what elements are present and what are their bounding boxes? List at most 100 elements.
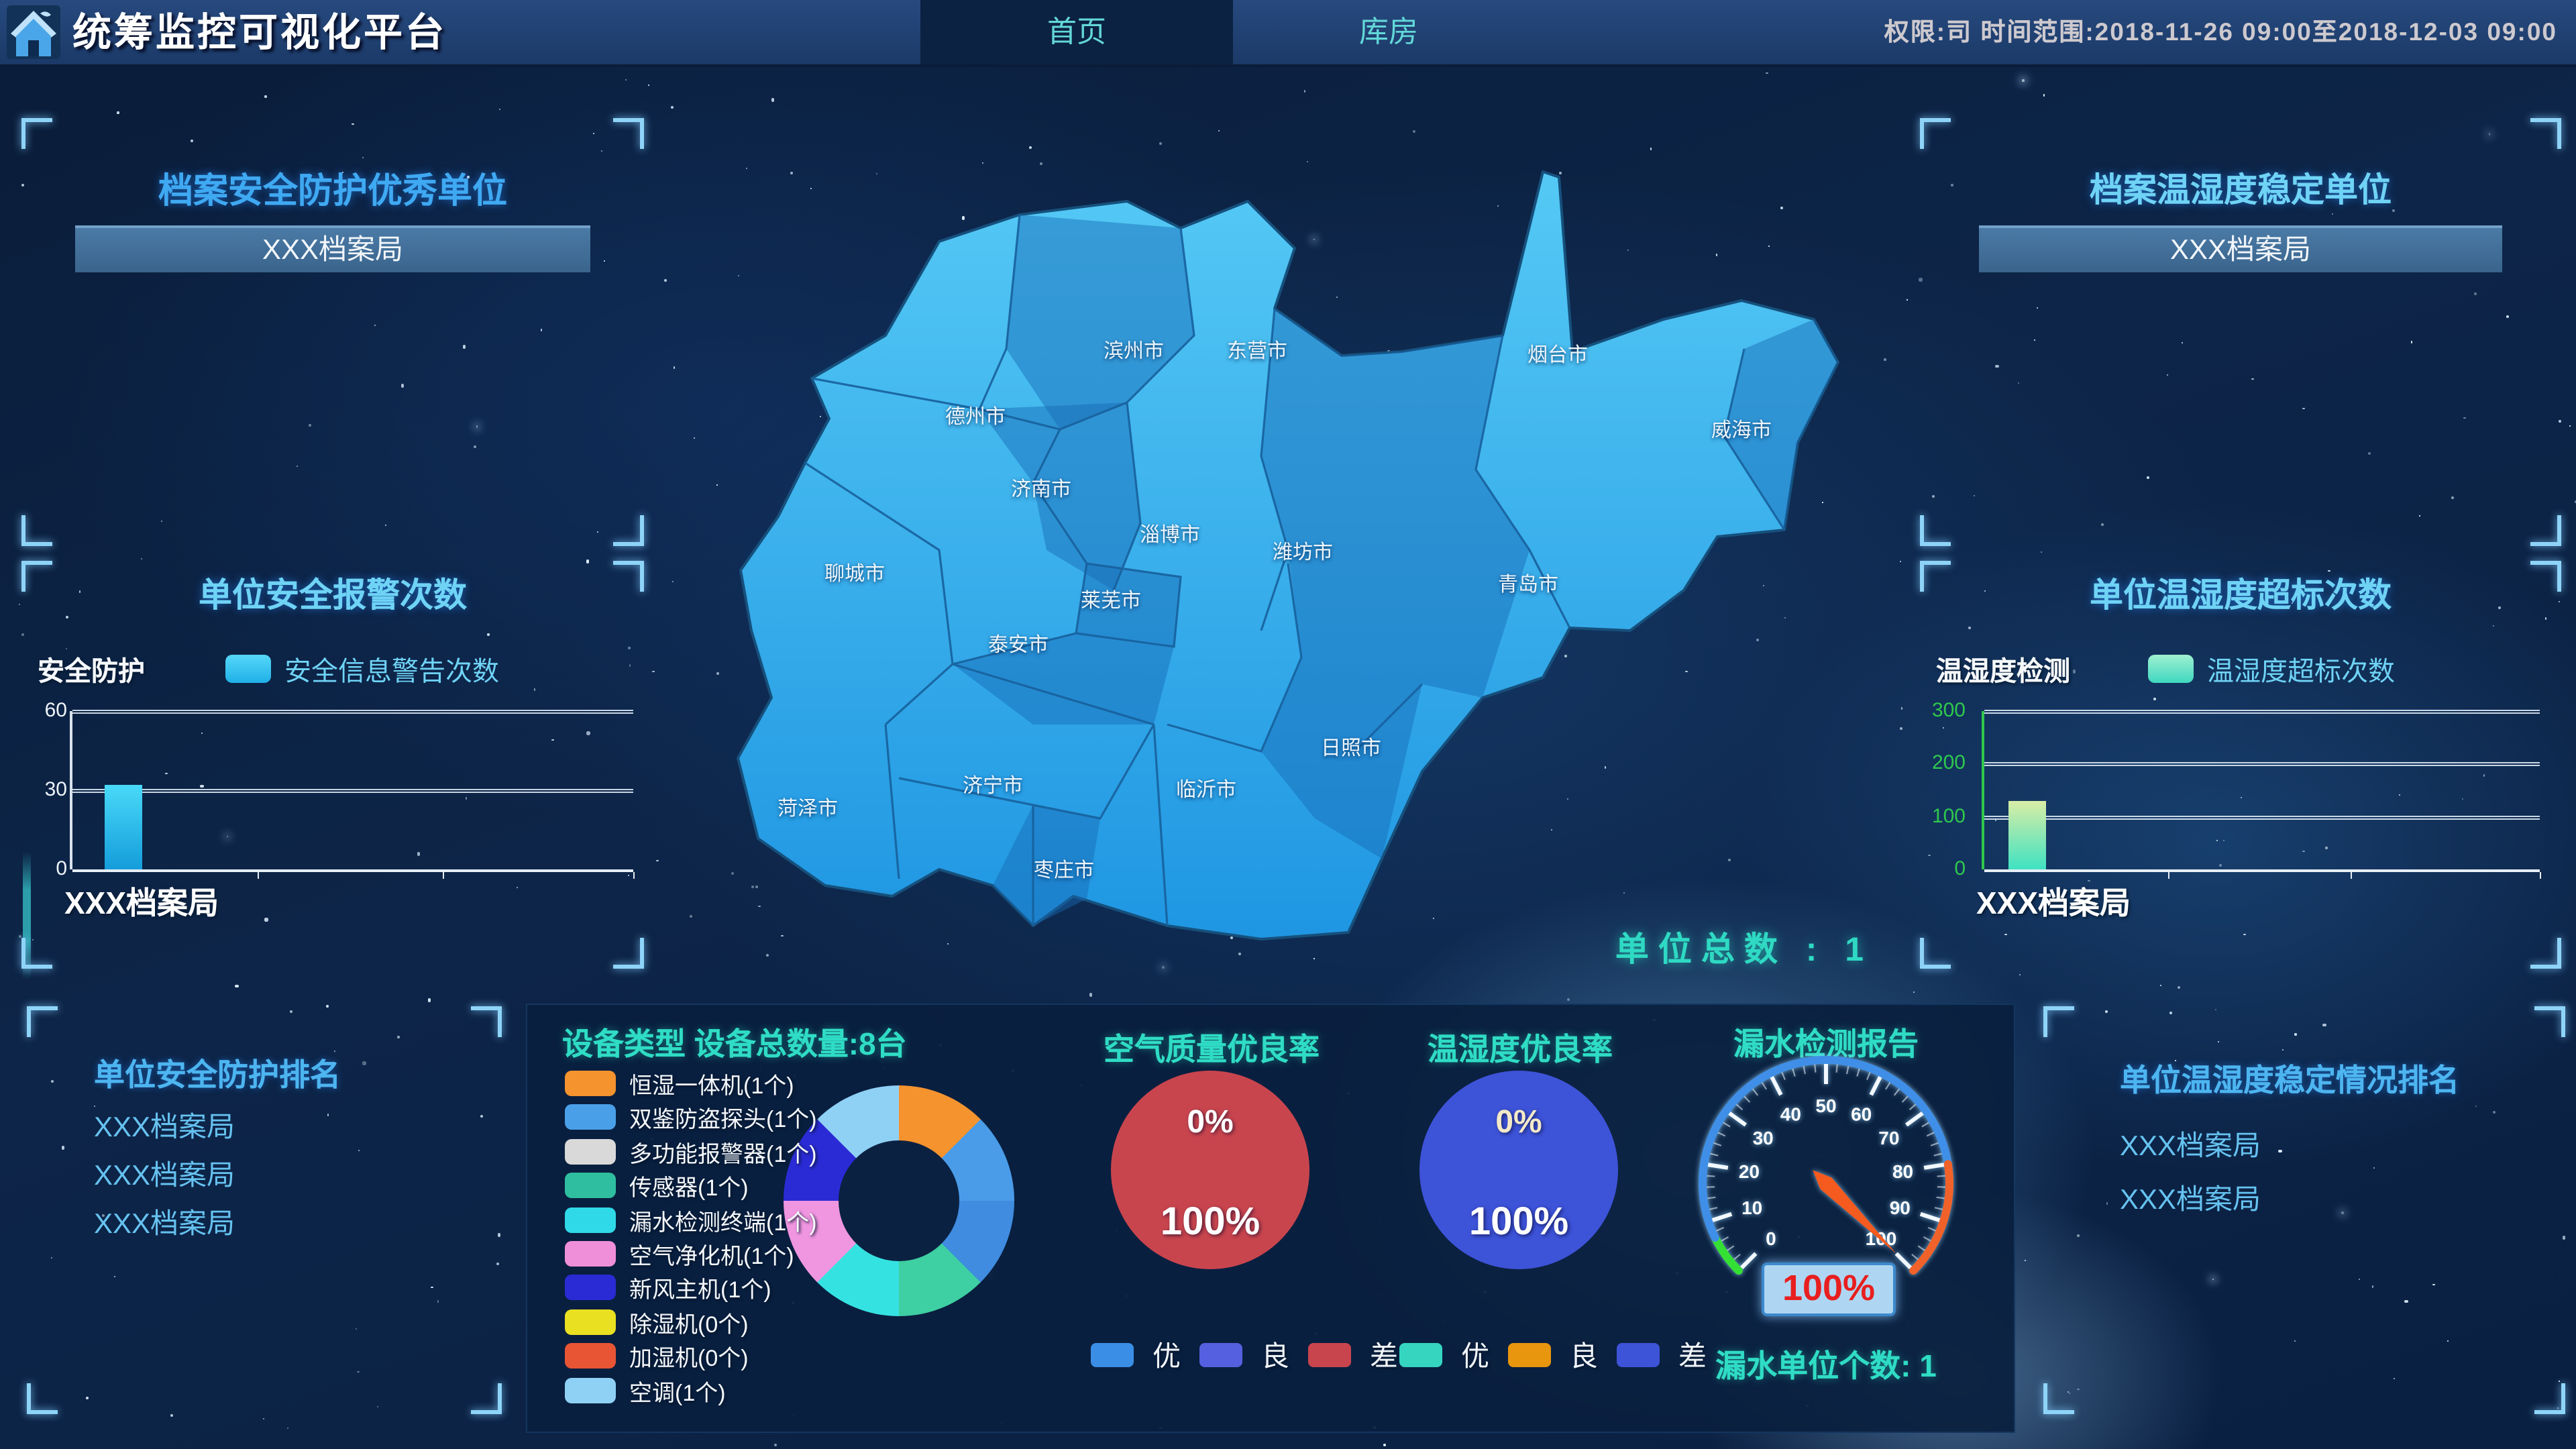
map-city-label[interactable]: 烟台市 [1527,344,1589,367]
map-city-label[interactable]: 菏泽市 [777,798,839,820]
ranking-item[interactable]: XXX档案局 [2120,1131,2261,1162]
star-dot [2153,698,2156,701]
star-dot [235,985,239,988]
star-dot [1995,364,1999,368]
map-city-label[interactable]: 东营市 [1226,340,1288,363]
pie-legend-swatch[interactable] [1199,1343,1242,1367]
star-dot [2557,1407,2559,1409]
map-city-label[interactable]: 潍坊市 [1272,541,1334,564]
star-dot [129,1071,131,1072]
chart-legend[interactable]: 安全信息警告次数 [225,649,499,688]
map-city-label[interactable]: 青岛市 [1497,574,1559,596]
temp-humidity-pie[interactable] [1419,1071,1618,1269]
pie-legend-label: 良 [1570,1342,1598,1373]
star-dot [227,836,229,838]
star-dot [2033,339,2035,340]
star-dot [2218,1040,2220,1042]
map-city-label[interactable]: 枣庄市 [1033,859,1095,882]
ranking-item[interactable]: XXX档案局 [94,1209,235,1240]
x-axis-tick [2167,872,2169,879]
device-legend-item[interactable]: 空调(1个) [565,1373,726,1407]
star-dot [981,162,983,164]
device-legend-item[interactable]: 多功能报警器(1个) [565,1135,817,1169]
map-city-label[interactable]: 滨州市 [1103,340,1165,363]
map-city-labels: 滨州市 东营市 烟台市德州市威海市济南市淄博市潍坊市聊城市 青岛市莱芜市泰安市日照市济… [724,148,1851,953]
star-dot [746,167,748,169]
star-dot [2178,986,2181,989]
map-city-label[interactable]: 济宁市 [962,775,1024,798]
star-dot [362,156,363,158]
pie-legend-swatch[interactable] [1399,1343,1442,1367]
temp-bottom-label: 100% [1468,1201,1569,1244]
device-legend-item[interactable]: 传感器(1个) [565,1169,749,1202]
pie-legend-swatch[interactable] [1617,1343,1660,1367]
map-city-label[interactable]: 日照市 [1320,737,1382,760]
star-dot [2461,798,2464,800]
gauge-minor-tick [1781,1072,1786,1081]
star-dot [1766,72,1768,74]
pie-legend-swatch[interactable] [1308,1343,1351,1367]
map-city-label[interactable]: 泰安市 [987,634,1049,657]
gauge-minor-tick [1846,1065,1849,1075]
star-dot [496,1263,500,1266]
star-dot [2493,1111,2496,1114]
star-dot [2077,1234,2080,1238]
star-dot [625,79,627,81]
device-legend-item[interactable]: 双鉴防盗探头(1个) [565,1101,817,1134]
star-dot [2019,974,2021,976]
gauge-minor-tick [1752,1088,1759,1096]
top-header: 统筹监控可视化平台 首页 库房 权限:司 时间范围:2018-11-26 09:… [0,0,2576,67]
star-dot [1029,146,1032,149]
corner-bracket [21,515,52,546]
air-quality-pie[interactable] [1111,1071,1309,1269]
device-legend-item[interactable]: 空气净化机(1个) [565,1237,794,1271]
pie-legend-swatch[interactable] [1508,1343,1551,1367]
device-legend-label: 多功能报警器(1个) [629,1141,817,1167]
map-city-label[interactable]: 淄博市 [1139,524,1201,547]
excellent-unit-item[interactable]: XXX档案局 [75,225,590,272]
pie-legend-swatch[interactable] [1091,1343,1134,1367]
legend-label: 安全信息警告次数 [284,657,499,687]
map-city-label[interactable]: 临沂市 [1175,779,1237,802]
star-dot [480,1115,484,1118]
y-axis-tick-label: 200 [1931,751,1966,775]
corner-bracket [613,561,644,592]
map-city-label[interactable]: 聊城市 [824,563,885,586]
device-legend-item[interactable]: 除湿机(0个) [565,1305,749,1339]
home-icon[interactable] [7,5,60,59]
shandong-province-map[interactable] [724,148,1851,953]
map-city-label[interactable]: 威海市 [1711,419,1772,442]
star-dot [2411,341,2413,343]
x-axis-tick [2351,872,2353,879]
device-legend-item[interactable]: 新风主机(1个) [565,1271,771,1305]
gauge-minor-tick [1901,1095,1909,1103]
star-dot [342,172,343,174]
x-category-label: XXX档案局 [64,885,219,920]
device-legend-item[interactable]: 恒湿一体机(1个) [565,1067,794,1100]
device-legend-item[interactable]: 加湿机(0个) [565,1339,749,1373]
star-dot [352,123,354,125]
star-dot [751,885,755,888]
map-city-label[interactable]: 莱芜市 [1080,590,1142,612]
star-dot [86,1396,89,1399]
chart-legend[interactable]: 温湿度超标次数 [2148,649,2395,688]
device-legend-item[interactable]: 漏水检测终端(1个) [565,1203,817,1236]
map-city-label[interactable]: 德州市 [945,406,1006,429]
star-dot [2251,378,2254,380]
stable-unit-item[interactable]: XXX档案局 [1979,225,2502,272]
permission-timerange-text: 权限:司 时间范围:2018-11-26 09:00至2018-12-03 09… [1884,17,2557,46]
ranking-item[interactable]: XXX档案局 [94,1112,235,1143]
star-dot [738,274,739,276]
ranking-item[interactable]: XXX档案局 [2120,1185,2261,1216]
gauge-minor-tick [1933,1152,1942,1157]
star-dot [356,1328,358,1330]
bar[interactable] [2008,800,2046,869]
star-dot [1715,254,1718,256]
tab-home[interactable]: 首页 [920,0,1233,64]
tab-warehouse[interactable]: 库房 [1358,15,1418,48]
map-city-label[interactable]: 济南市 [1010,478,1072,501]
bar[interactable] [105,785,142,869]
ranking-item[interactable]: XXX档案局 [94,1161,235,1191]
corner-bracket [471,1006,502,1037]
